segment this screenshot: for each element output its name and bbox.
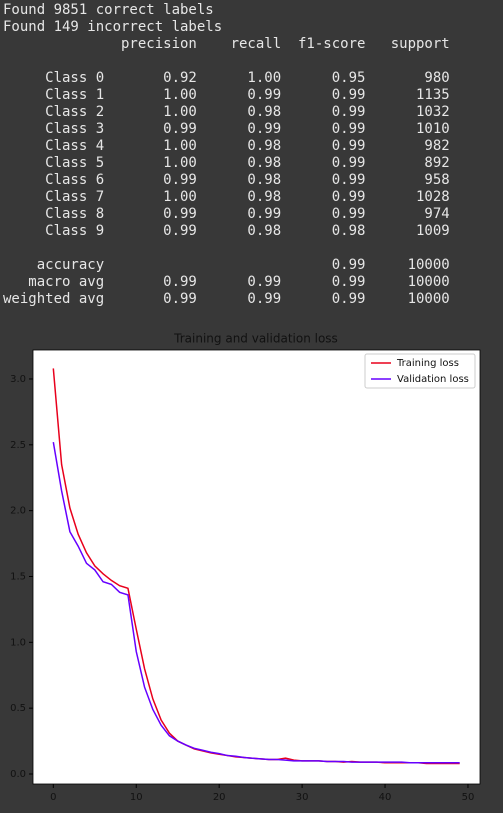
report-row: Class 7 1.00 0.98 0.99 1028 bbox=[3, 189, 450, 205]
spacer bbox=[3, 240, 450, 257]
chart-title: Training and validation loss bbox=[173, 332, 338, 346]
y-tick-label: 0.0 bbox=[10, 769, 26, 780]
report-summary: weighted avg 0.99 0.99 0.99 10000 bbox=[3, 291, 450, 307]
report-row: Class 6 0.99 0.98 0.99 958 bbox=[3, 172, 450, 188]
x-tick-label: 20 bbox=[213, 792, 226, 803]
loss-line bbox=[52, 442, 460, 764]
y-tick-label: 1.0 bbox=[10, 637, 26, 648]
cell-output: Found 9851 correct labels Found 149 incor… bbox=[3, 2, 450, 308]
report-summary: accuracy 0.99 10000 bbox=[3, 257, 450, 273]
x-tick-label: 0 bbox=[50, 792, 56, 803]
plot-area bbox=[32, 349, 481, 785]
log-line: Found 9851 correct labels bbox=[3, 2, 214, 18]
legend-label: Training loss bbox=[396, 358, 459, 369]
y-tick-label: 3.0 bbox=[10, 374, 26, 385]
report-row: Class 9 0.99 0.98 0.98 1009 bbox=[3, 223, 450, 239]
report-header: precision recall f1-score support bbox=[3, 36, 450, 52]
y-tick-label: 1.5 bbox=[10, 571, 26, 582]
report-row: Class 8 0.99 0.99 0.99 974 bbox=[3, 206, 450, 222]
report-row: Class 5 1.00 0.98 0.99 892 bbox=[3, 155, 450, 171]
report-row: Class 0 0.92 1.00 0.95 980 bbox=[3, 70, 450, 86]
report-row: Class 3 0.99 0.99 0.99 1010 bbox=[3, 121, 450, 137]
legend-box bbox=[364, 353, 476, 389]
legend-label: Validation loss bbox=[397, 374, 469, 385]
x-tick-label: 30 bbox=[296, 792, 309, 803]
spacer bbox=[3, 53, 450, 70]
y-tick-label: 0.5 bbox=[10, 703, 26, 714]
report-row: Class 2 1.00 0.98 0.99 1032 bbox=[3, 104, 450, 120]
x-tick-label: 50 bbox=[462, 792, 475, 803]
report-row: Class 4 1.00 0.98 0.99 982 bbox=[3, 138, 450, 154]
x-tick-label: 40 bbox=[379, 792, 392, 803]
log-line: Found 149 incorrect labels bbox=[3, 19, 223, 35]
chart: Training and validation loss 0.0 0.5 1.0 1.… bbox=[10, 332, 481, 803]
y-tick-label: 2.0 bbox=[10, 506, 26, 517]
y-tick-label: 2.5 bbox=[10, 440, 26, 451]
x-tick-label: 10 bbox=[130, 792, 143, 803]
report-row: Class 1 1.00 0.99 0.99 1135 bbox=[3, 87, 450, 103]
report-summary: macro avg 0.99 0.99 0.99 10000 bbox=[3, 274, 450, 290]
